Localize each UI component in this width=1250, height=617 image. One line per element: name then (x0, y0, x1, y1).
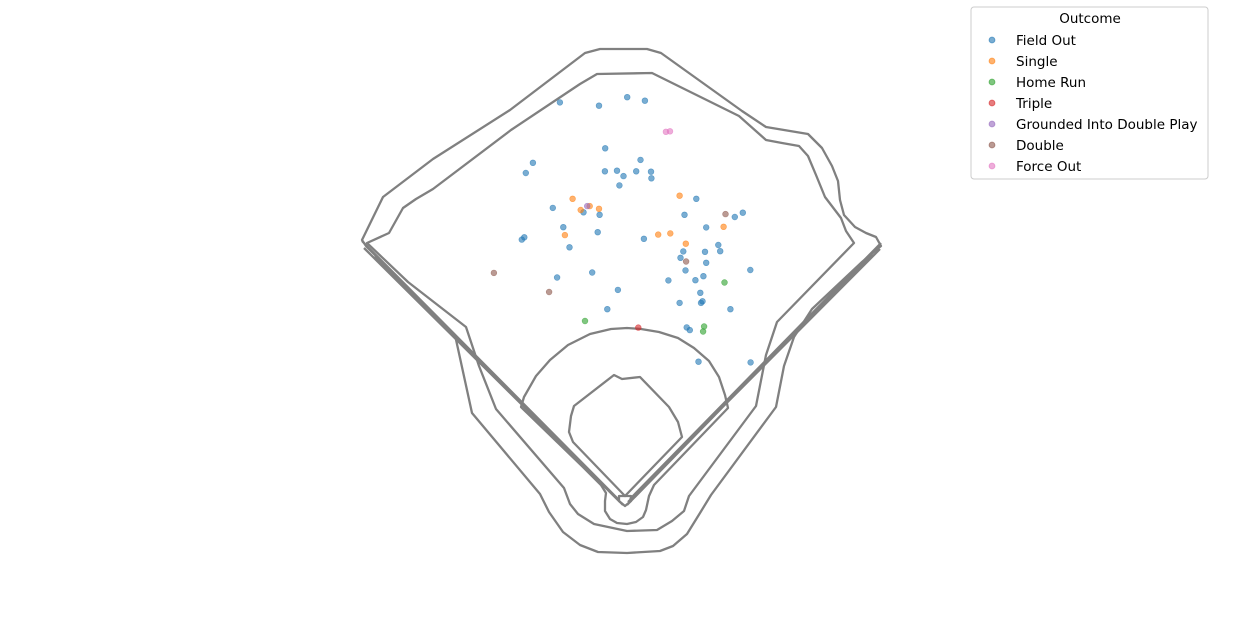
point-field-out (680, 248, 687, 255)
point-field-out (560, 224, 567, 231)
point-field-out (727, 306, 734, 313)
batted-ball-points (490, 93, 754, 366)
point-field-out (693, 195, 700, 203)
point-field-out (553, 274, 561, 281)
point-field-out (695, 358, 702, 365)
point-double (490, 269, 498, 277)
point-triple (635, 324, 642, 331)
point-single (561, 231, 569, 239)
point-field-out (681, 211, 688, 219)
legend-label-grounded-into-double-play: Grounded Into Double Play (1016, 117, 1198, 133)
legend-marker-grounded-into-double-play (988, 120, 996, 128)
point-field-out (683, 324, 690, 331)
point-field-out (556, 99, 564, 106)
point-field-out (529, 159, 537, 167)
point-field-out (522, 169, 529, 177)
legend-marker-field-out (988, 36, 996, 44)
point-field-out (677, 254, 684, 261)
point-field-out (594, 229, 601, 236)
point-field-out (632, 168, 640, 175)
legend-label-triple: Triple (1015, 96, 1052, 112)
point-home-run (581, 317, 589, 325)
legend-marker-double (988, 141, 996, 149)
legend-title: Outcome (1059, 11, 1121, 27)
point-field-out (682, 267, 689, 274)
point-field-out (716, 248, 724, 255)
point-field-out (613, 167, 621, 174)
infield-dirt (519, 326, 730, 526)
legend-marker-triple (988, 99, 996, 107)
point-field-out (640, 235, 648, 243)
legend-marker-home-run (988, 78, 996, 86)
point-field-out (648, 175, 655, 182)
legend-label-double: Double (1016, 138, 1064, 154)
point-field-out (601, 168, 609, 175)
point-field-out (701, 248, 709, 256)
point-field-out (549, 204, 556, 212)
legend-label-home-run: Home Run (1016, 75, 1086, 91)
point-single (682, 240, 689, 247)
point-home-run (721, 279, 728, 286)
ballpark-outline (360, 47, 883, 555)
point-field-out (692, 277, 699, 284)
legend-items: Field Out Single Home Run Triple Grounded In… (988, 33, 1198, 175)
point-field-out (731, 213, 738, 221)
point-single (676, 192, 683, 199)
point-field-out (702, 224, 710, 231)
point-single (667, 230, 674, 237)
point-field-out (647, 168, 655, 175)
point-single (654, 231, 662, 238)
point-field-out (566, 244, 573, 251)
point-field-out (715, 241, 722, 249)
home-plate (617, 494, 633, 508)
point-field-out (620, 172, 627, 180)
point-field-out (595, 102, 603, 109)
legend-label-single: Single (1016, 54, 1058, 70)
point-field-out (676, 299, 683, 307)
point-field-out (623, 93, 631, 101)
point-single (577, 206, 584, 214)
infield-grass (567, 373, 684, 498)
point-double (722, 210, 729, 218)
point-field-out (747, 359, 754, 366)
point-field-out (747, 266, 754, 274)
point-field-out (518, 236, 525, 243)
point-field-out (702, 259, 710, 266)
point-field-out (637, 156, 644, 164)
point-double (545, 288, 553, 296)
right-foul-line (626, 242, 882, 506)
point-single (720, 223, 727, 231)
point-field-out (604, 306, 611, 313)
point-field-out (596, 211, 603, 219)
point-field-out (699, 298, 706, 305)
outer-wall (360, 47, 883, 555)
legend-frame (970, 6, 1209, 180)
point-field-out (697, 289, 704, 296)
point-field-out (700, 273, 707, 280)
point-force-out (666, 128, 674, 135)
point-home-run (700, 323, 708, 330)
point-field-out (641, 97, 649, 104)
legend-label-force-out: Force Out (1016, 159, 1081, 175)
point-single (595, 205, 603, 213)
legend-label-field-out: Field Out (1016, 33, 1076, 49)
point-field-out (588, 269, 596, 276)
point-grounded-into-double-play (583, 202, 591, 210)
legend: Outcome Field Out Single Home Run Triple Gro… (970, 6, 1209, 180)
point-field-out (614, 286, 622, 294)
point-field-out (601, 145, 609, 152)
point-field-out (739, 209, 746, 216)
left-foul-line (361, 240, 624, 506)
warning-track (365, 71, 856, 533)
point-field-out (616, 182, 623, 189)
point-double (682, 258, 690, 265)
point-single (569, 195, 576, 203)
legend-marker-single (988, 57, 996, 65)
point-field-out (665, 277, 672, 284)
legend-marker-force-out (988, 162, 996, 170)
